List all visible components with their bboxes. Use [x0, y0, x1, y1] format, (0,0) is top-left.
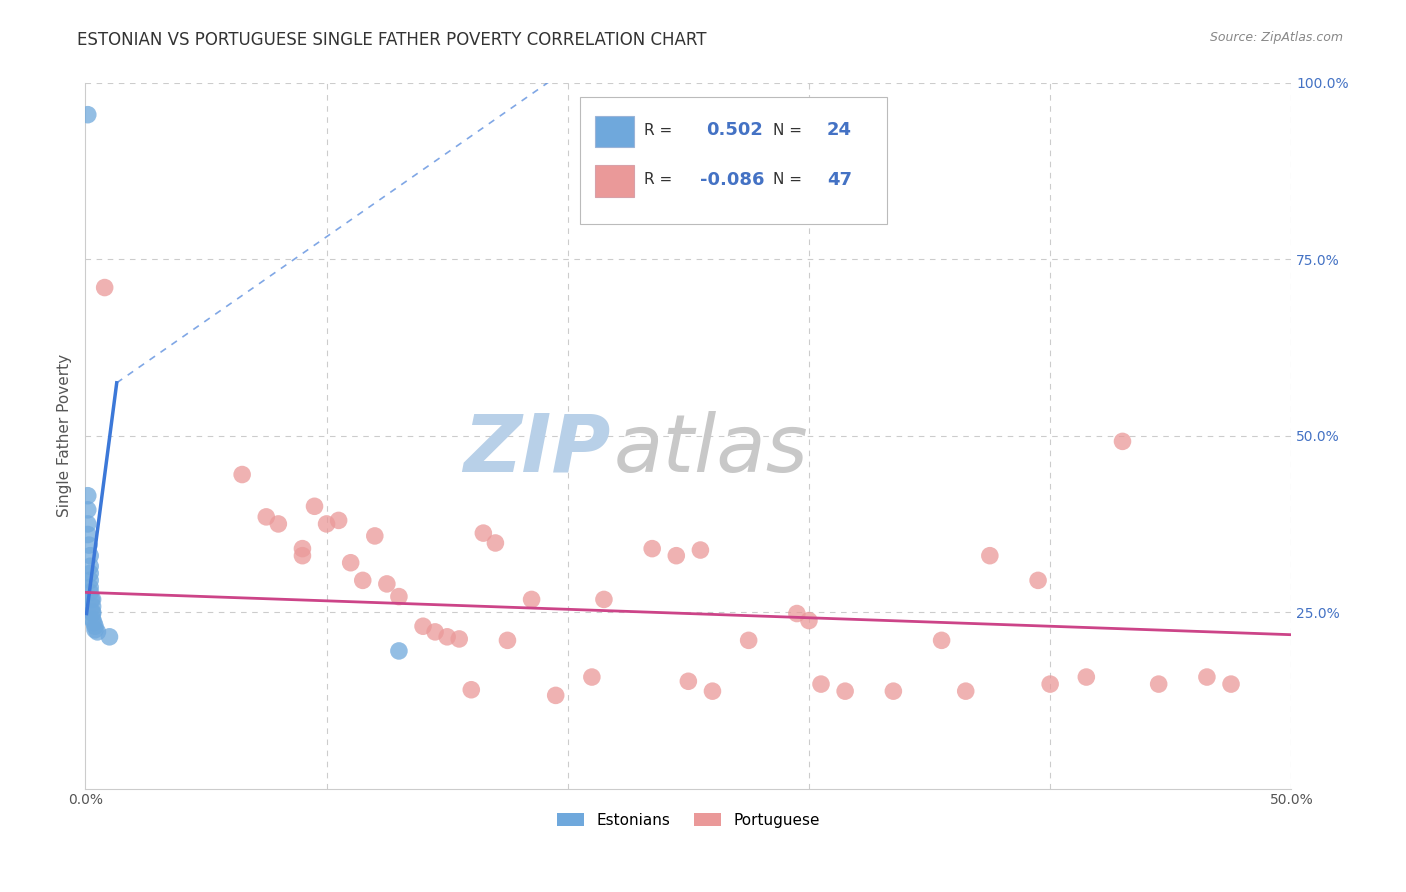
- Point: [449, 632, 471, 646]
- Point: [82, 605, 104, 619]
- Point: [79, 581, 101, 595]
- Point: [98, 630, 121, 644]
- Point: [79, 566, 101, 581]
- Text: 24: 24: [827, 121, 852, 139]
- Point: [76, 108, 98, 122]
- Text: 0.502: 0.502: [706, 121, 763, 139]
- Point: [364, 529, 387, 543]
- Point: [1111, 434, 1133, 449]
- Point: [254, 509, 277, 524]
- Point: [76, 516, 98, 531]
- Text: R =: R =: [644, 172, 676, 187]
- Point: [641, 541, 664, 556]
- Point: [76, 527, 98, 541]
- Point: [460, 682, 482, 697]
- Point: [412, 619, 434, 633]
- Point: [82, 607, 104, 621]
- Text: ESTONIAN VS PORTUGUESE SINGLE FATHER POVERTY CORRELATION CHART: ESTONIAN VS PORTUGUESE SINGLE FATHER POV…: [77, 31, 707, 49]
- Text: -0.086: -0.086: [700, 170, 765, 188]
- Point: [291, 541, 314, 556]
- Y-axis label: Single Father Poverty: Single Father Poverty: [58, 354, 72, 517]
- Text: atlas: atlas: [613, 411, 808, 489]
- Point: [1039, 677, 1062, 691]
- Point: [93, 280, 115, 294]
- Point: [82, 592, 104, 607]
- FancyBboxPatch shape: [596, 116, 634, 147]
- Text: N =: N =: [773, 172, 807, 187]
- Text: R =: R =: [644, 123, 682, 137]
- Point: [737, 633, 759, 648]
- Point: [328, 513, 350, 527]
- Point: [1195, 670, 1218, 684]
- Point: [834, 684, 856, 698]
- Point: [84, 623, 107, 637]
- Point: [339, 556, 361, 570]
- Legend: Estonians, Portuguese: Estonians, Portuguese: [551, 806, 825, 834]
- Point: [291, 549, 314, 563]
- Point: [544, 689, 567, 703]
- Point: [979, 549, 1001, 563]
- Point: [304, 500, 326, 514]
- Point: [352, 574, 374, 588]
- Point: [955, 684, 977, 698]
- Point: [1026, 574, 1049, 588]
- Point: [702, 684, 724, 698]
- FancyBboxPatch shape: [579, 97, 887, 224]
- Point: [484, 536, 506, 550]
- Point: [76, 489, 98, 503]
- Point: [79, 574, 101, 588]
- Point: [231, 467, 253, 482]
- Point: [472, 526, 495, 541]
- Point: [436, 630, 458, 644]
- Text: Source: ZipAtlas.com: Source: ZipAtlas.com: [1209, 31, 1343, 45]
- Point: [83, 615, 105, 630]
- FancyBboxPatch shape: [596, 166, 634, 196]
- Text: N =: N =: [773, 123, 807, 137]
- Point: [689, 543, 711, 558]
- Point: [77, 538, 100, 552]
- Point: [79, 585, 101, 599]
- Point: [79, 559, 101, 574]
- Point: [931, 633, 953, 648]
- Point: [423, 624, 446, 639]
- Point: [86, 624, 108, 639]
- Point: [786, 607, 808, 621]
- Text: 47: 47: [827, 170, 852, 188]
- Point: [79, 549, 101, 563]
- Point: [76, 503, 98, 517]
- Point: [810, 677, 832, 691]
- Point: [82, 612, 104, 626]
- Point: [1147, 677, 1170, 691]
- Point: [520, 592, 543, 607]
- Point: [797, 614, 820, 628]
- Point: [388, 590, 411, 604]
- Text: ZIP: ZIP: [463, 411, 610, 489]
- Point: [82, 599, 104, 614]
- Point: [665, 549, 688, 563]
- Point: [678, 674, 700, 689]
- Point: [882, 684, 904, 698]
- Point: [581, 670, 603, 684]
- Point: [267, 516, 290, 531]
- Point: [593, 592, 616, 607]
- Point: [1220, 677, 1243, 691]
- Point: [80, 592, 103, 607]
- Point: [496, 633, 519, 648]
- Point: [375, 577, 398, 591]
- Point: [388, 644, 411, 658]
- Point: [1076, 670, 1098, 684]
- Point: [84, 619, 107, 633]
- Point: [315, 516, 337, 531]
